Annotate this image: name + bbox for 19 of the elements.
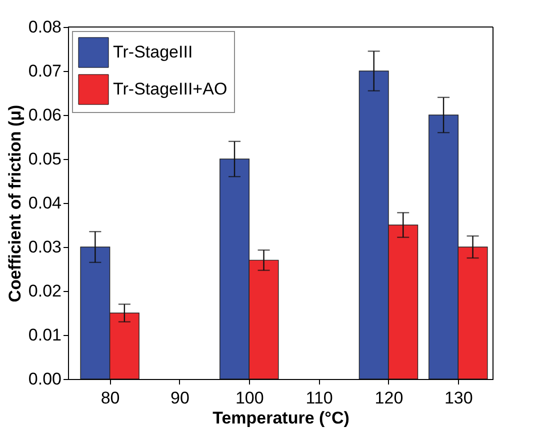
y-tick-label: 0.02 [28,282,62,300]
x-tick-label: 90 [170,388,190,408]
y-tick-label: 0.05 [28,150,62,168]
y-axis-title: Coefficient of friction (μ) [5,104,24,302]
y-tick-label: 0.06 [28,106,62,124]
x-tick-label: 110 [306,388,333,408]
y-tick-label: 0.08 [28,18,62,36]
x-tick-label: 80 [100,388,120,408]
y-tick-label: 0.04 [28,194,62,212]
y-tick-label: 0.00 [28,370,62,388]
y-tick-label: 0.01 [28,326,62,344]
x-tick-label: 130 [444,388,473,408]
x-axis-title: Temperature (°C) [212,408,350,428]
x-tick-label: 120 [374,388,404,408]
y-tick-label: 0.07 [28,62,62,80]
legend-label: Tr-StageIII [113,42,193,62]
legend-label: Tr-StageIII+AO [113,80,228,98]
x-tick-label: 100 [235,388,264,408]
y-tick-label: 0.03 [28,238,62,256]
